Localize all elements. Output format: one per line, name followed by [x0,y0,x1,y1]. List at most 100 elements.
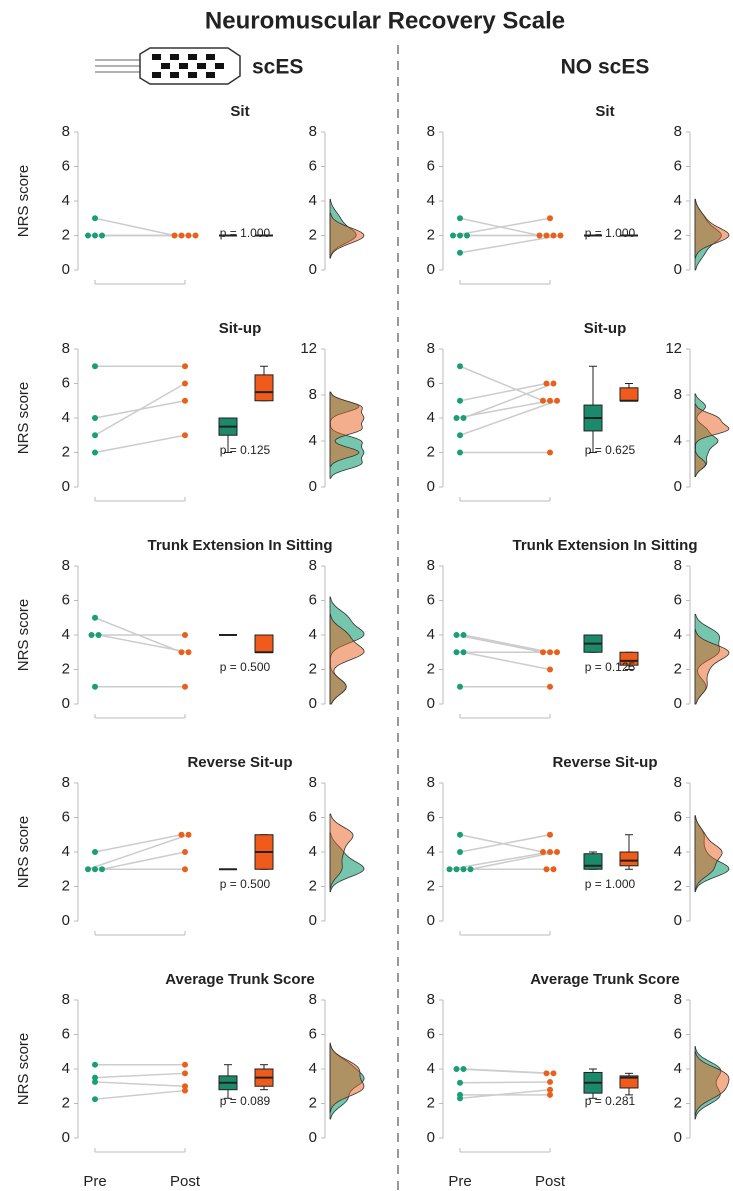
x-tick-label: Post [535,1173,566,1190]
box [620,388,638,401]
y-axis-label: NRS score [15,165,32,238]
density-tick-label: 4 [674,843,682,860]
y-tick-label: 8 [62,340,70,357]
data-point [457,684,463,690]
y-tick-label: 0 [427,1129,435,1146]
panel-title: Average Trunk Score [165,971,315,988]
data-point [92,432,98,438]
data-point [99,233,105,239]
y-tick-label: 8 [62,557,70,574]
pair-line [95,1073,185,1077]
density-tick-label: 2 [309,660,317,677]
data-point [182,363,188,369]
box [255,375,273,401]
data-point [179,832,185,838]
panel-title: Trunk Extension In Sitting [147,537,332,554]
p-value: p = 0.625 [585,443,636,457]
p-value: p = 1.000 [220,226,271,240]
panel-title: Trunk Extension In Sitting [512,537,697,554]
pair-line [464,652,551,669]
data-point [558,233,564,239]
data-point [547,1087,553,1093]
data-point [193,233,199,239]
y-tick-label: 0 [427,695,435,712]
data-point [85,233,91,239]
density-tick-label: 8 [674,557,682,574]
y-tick-label: 4 [62,1060,70,1077]
x-tick-label: Post [170,1173,201,1190]
data-point [461,632,467,638]
x-tick-label: Pre [448,1173,471,1190]
data-point [540,849,546,855]
p-value: p = 1.000 [585,226,636,240]
y-tick-label: 4 [62,843,70,860]
data-point [457,832,463,838]
data-point [457,849,463,855]
density-tick-label: 8 [309,557,317,574]
density-tick-label: 6 [309,591,317,608]
data-point [551,233,557,239]
panel-title: Average Trunk Score [530,971,680,988]
density-tick-label: 6 [674,808,682,825]
data-point [92,363,98,369]
y-tick-label: 6 [427,808,435,825]
density-tick-label: 12 [665,340,682,357]
density-tick-label: 8 [309,386,317,403]
density-tick-label: 2 [674,877,682,894]
pair-line [460,1082,550,1083]
data-point [182,632,188,638]
data-point [547,1092,553,1098]
column-label: scES [252,56,303,79]
y-tick-label: 4 [62,192,70,209]
data-point [457,450,463,456]
y-tick-label: 8 [427,123,435,140]
density-tick-label: 4 [309,843,317,860]
y-tick-label: 6 [62,808,70,825]
density-tick-label: 0 [674,912,682,929]
y-tick-label: 8 [427,557,435,574]
data-point [547,649,553,655]
y-tick-label: 6 [427,591,435,608]
data-point [85,866,91,872]
data-point [468,866,474,872]
y-tick-label: 0 [427,478,435,495]
density [695,199,729,258]
y-tick-label: 6 [62,157,70,174]
data-point [92,450,98,456]
density-tick-label: 8 [674,386,682,403]
density-tick-label: 0 [309,695,317,712]
data-point [92,415,98,421]
data-point [461,415,467,421]
pair-line [460,366,543,401]
p-value: p = 0.089 [220,1094,271,1108]
data-point [99,866,105,872]
data-point [186,649,192,655]
data-point [547,1079,553,1085]
data-point [551,1070,557,1076]
data-point [92,1079,98,1085]
density [330,1043,364,1112]
y-tick-label: 0 [62,1129,70,1146]
data-point [186,832,192,838]
pair-line [95,835,182,852]
data-point [182,1088,188,1094]
y-tick-label: 0 [62,261,70,278]
density-tick-label: 0 [674,1129,682,1146]
pair-line [95,384,185,436]
density-tick-label: 2 [309,877,317,894]
data-point [547,684,553,690]
data-point [457,398,463,404]
data-point [96,632,102,638]
density-tick-label: 0 [674,478,682,495]
data-point [454,1066,460,1072]
y-tick-label: 0 [62,912,70,929]
data-point [172,233,178,239]
figure-title: Neuromuscular Recovery Scale [205,7,565,34]
p-value: p = 1.000 [585,877,636,891]
data-point [547,667,553,673]
panel-title: Sit [230,103,249,120]
density-tick-label: 6 [674,157,682,174]
y-tick-label: 8 [62,991,70,1008]
y-axis-label: NRS score [15,1033,32,1106]
data-point [540,398,546,404]
